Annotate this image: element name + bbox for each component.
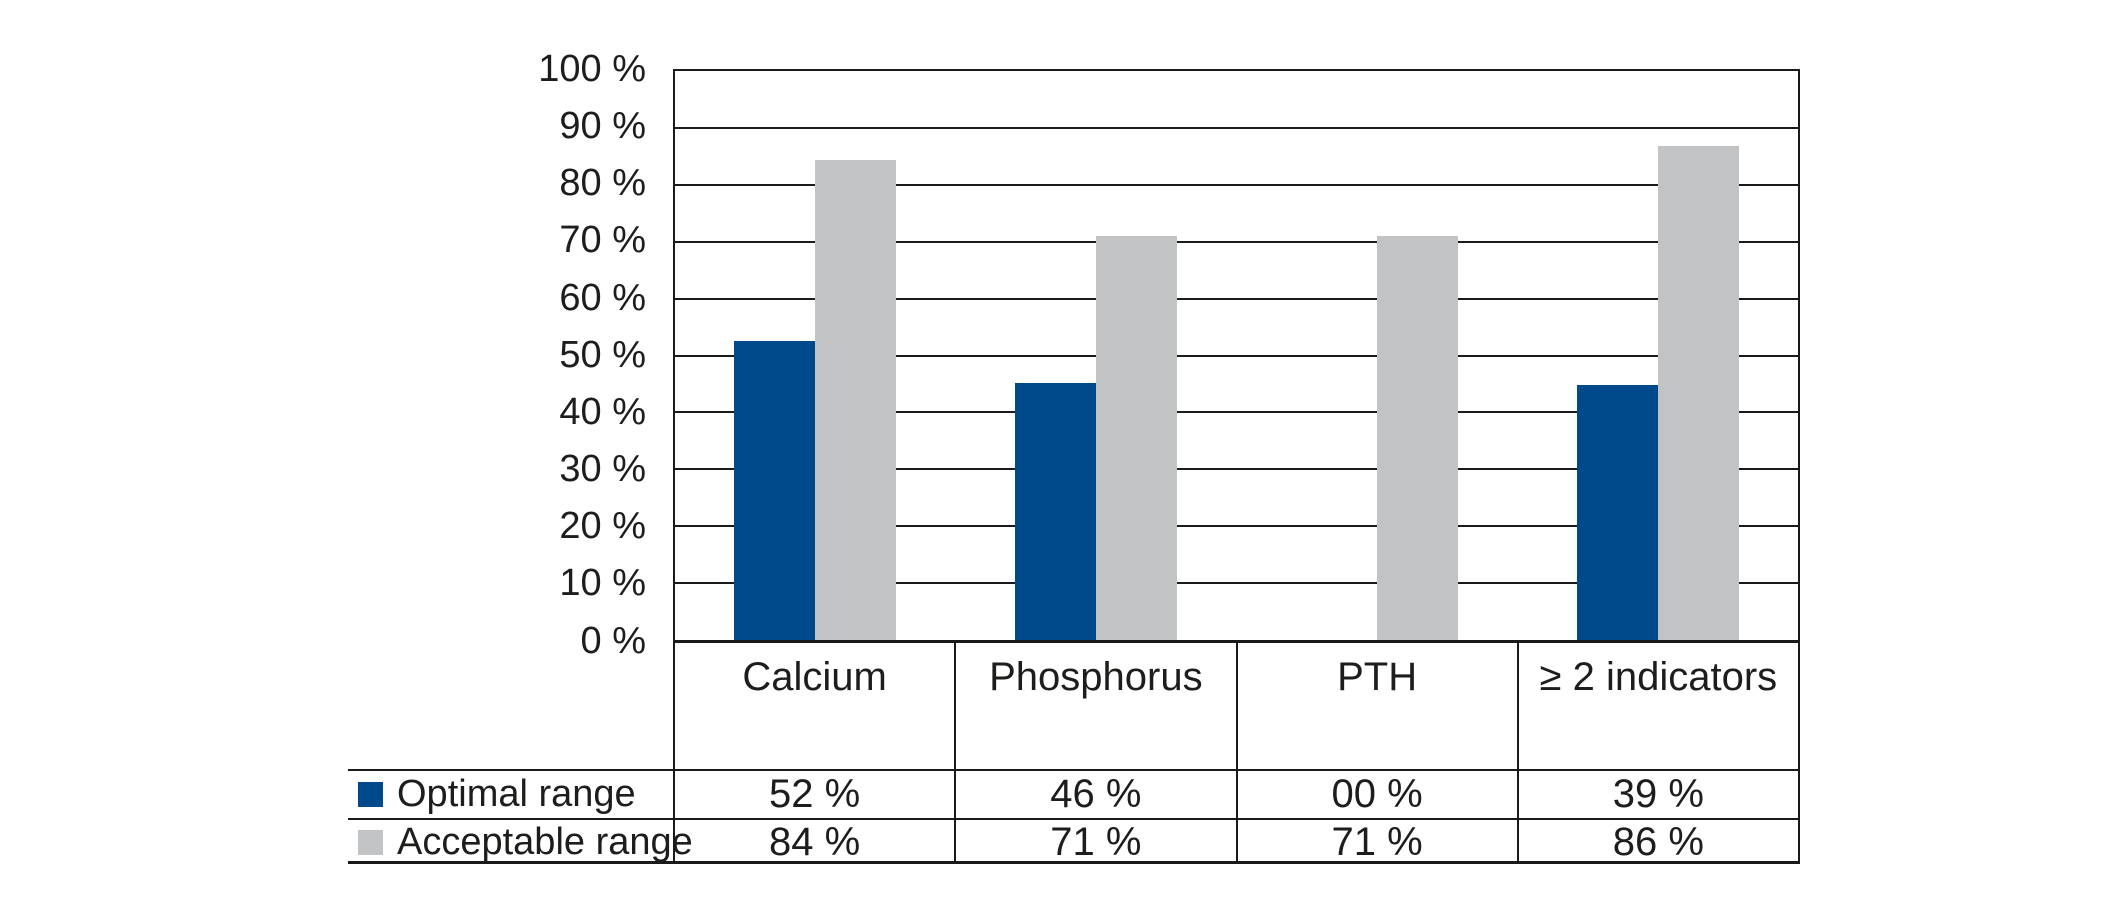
legend-label-acceptable-range: Acceptable range: [397, 820, 693, 863]
y-tick-label: 0 %: [580, 619, 646, 662]
y-tick-label: 30 %: [559, 448, 646, 491]
gridline: [675, 411, 1798, 414]
gridline: [675, 126, 1798, 129]
category-header-phosphorus: Phosphorus: [954, 643, 1235, 769]
gridline: [675, 297, 1798, 300]
bar-optimal-2-indicators: [1577, 385, 1658, 640]
bar-optimal-phosphorus: [1015, 383, 1096, 640]
y-tick-label: 80 %: [559, 162, 646, 205]
value-acceptable-calcium: 84 %: [673, 818, 955, 864]
optimal-range-swatch-icon: [358, 782, 383, 807]
bar-acceptable-2-indicators: [1658, 146, 1739, 640]
plot-area: [673, 69, 1800, 643]
acceptable-range-swatch-icon: [358, 829, 383, 855]
y-axis-tick-labels: 100 % 90 % 80 % 70 % 60 % 50 % 40 % 30 % 20 % 10 …: [380, 0, 646, 898]
value-optimal-calcium: 52 %: [673, 769, 955, 818]
y-tick-label: 100 %: [538, 48, 646, 90]
gridline: [675, 240, 1798, 243]
gridline: [675, 183, 1798, 186]
y-tick-label: 40 %: [559, 390, 646, 433]
value-optimal-2-indicators: 39 %: [1516, 769, 1798, 818]
bar-acceptable-calcium: [815, 160, 896, 640]
legend-label-optimal-range: Optimal range: [397, 773, 636, 815]
value-acceptable-2-indicators: 86 %: [1516, 818, 1798, 864]
category-header-pth: PTH: [1235, 643, 1517, 769]
y-tick-label: 60 %: [559, 276, 646, 319]
table-corner-spacer: [348, 643, 673, 769]
y-tick-label: 20 %: [559, 505, 646, 548]
bar-acceptable-pth: [1377, 236, 1458, 640]
data-table: Calcium Phosphorus PTH ≥ 2 indicators Op…: [348, 643, 1800, 864]
y-tick-label: 10 %: [559, 562, 646, 605]
category-header-2-indicators: ≥ 2 indicators: [1516, 643, 1798, 769]
gridline: [675, 354, 1798, 357]
y-tick-label: 90 %: [559, 105, 646, 148]
value-acceptable-pth: 71 %: [1235, 818, 1517, 864]
y-tick-label: 50 %: [559, 333, 646, 376]
value-optimal-pth: 00 %: [1235, 769, 1517, 818]
bar-acceptable-phosphorus: [1096, 236, 1177, 640]
gridline: [675, 468, 1798, 471]
value-optimal-phosphorus: 46 %: [954, 769, 1236, 818]
gridline: [675, 525, 1798, 528]
gridline: [675, 582, 1798, 585]
legend-item-optimal-range: Optimal range: [348, 769, 673, 818]
category-header-calcium: Calcium: [673, 643, 954, 769]
legend-item-acceptable-range: Acceptable range: [348, 818, 693, 864]
y-tick-label: 70 %: [559, 219, 646, 262]
bar-optimal-calcium: [734, 341, 815, 640]
value-acceptable-phosphorus: 71 %: [954, 818, 1236, 864]
